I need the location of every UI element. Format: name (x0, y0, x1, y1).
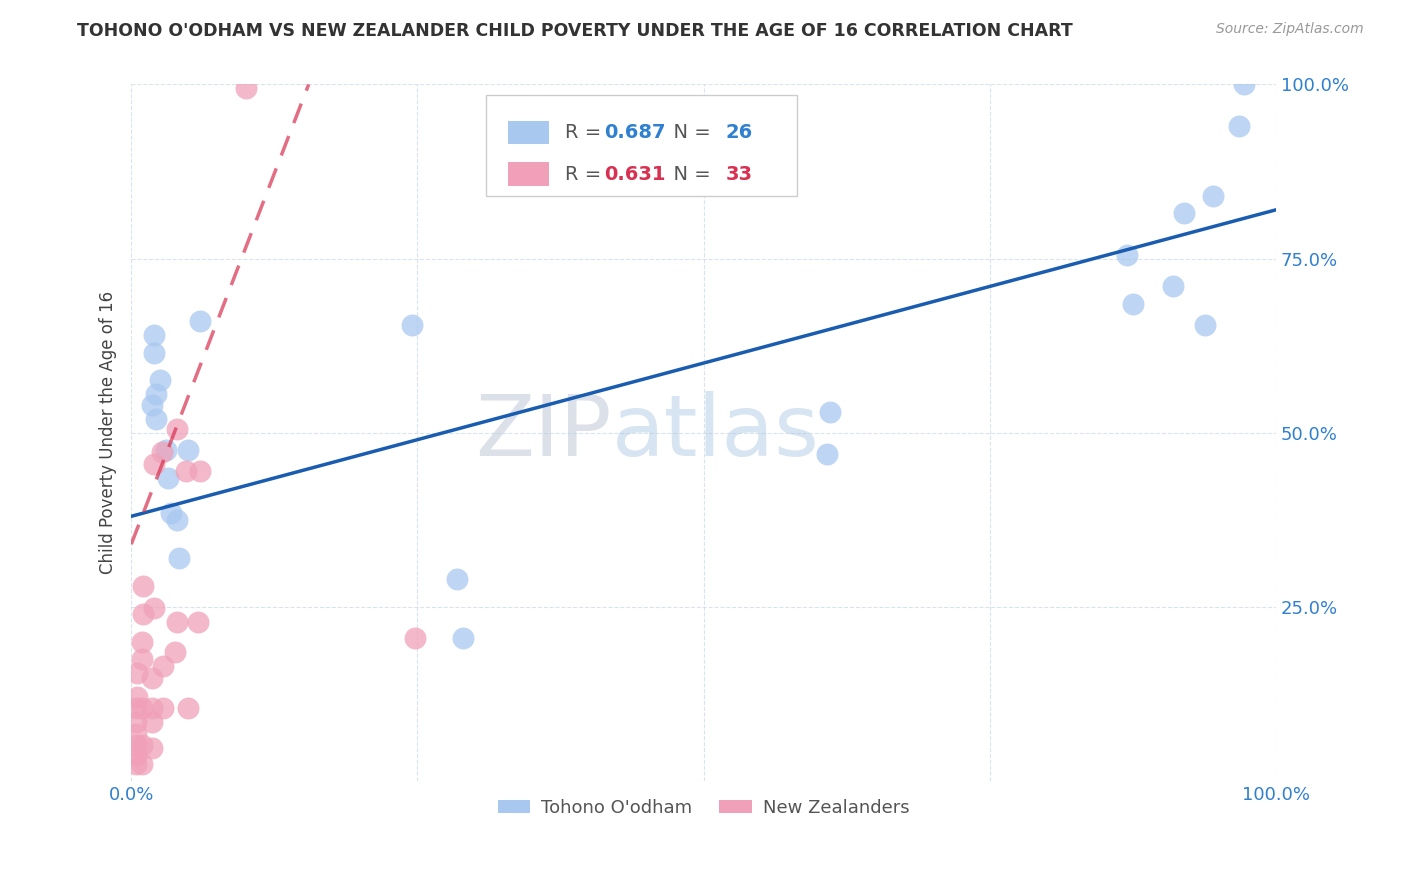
Point (1173, 206, 1195, 220)
Point (131, 701, 153, 715)
Point (141, 714, 163, 729)
Point (125, 690, 148, 705)
Point (166, 615, 188, 630)
Point (125, 714, 148, 729)
Point (1161, 279, 1184, 293)
Text: R =: R = (565, 123, 607, 142)
Point (149, 374, 172, 388)
Point (141, 701, 163, 715)
Text: R =: R = (565, 165, 607, 184)
Point (145, 411, 167, 425)
Point (451, 631, 474, 645)
Point (125, 701, 148, 715)
Point (141, 740, 163, 755)
Point (163, 645, 186, 659)
Text: N =: N = (661, 123, 717, 142)
Text: 33: 33 (725, 165, 752, 184)
Point (187, 615, 209, 630)
Point (188, 314, 211, 328)
Point (1116, 248, 1139, 262)
Legend: Tohono O'odham, New Zealanders: Tohono O'odham, New Zealanders (491, 792, 917, 824)
Point (818, 405, 841, 419)
Point (446, 572, 468, 586)
Point (125, 747, 148, 762)
Y-axis label: Child Poverty Under the Age of 16: Child Poverty Under the Age of 16 (100, 291, 117, 574)
Point (235, 81, 257, 95)
Point (1202, 189, 1225, 203)
FancyBboxPatch shape (508, 162, 550, 186)
Text: 0.687: 0.687 (605, 123, 665, 142)
Text: 0.631: 0.631 (605, 165, 665, 184)
Point (131, 756, 153, 771)
Point (125, 738, 148, 752)
Point (125, 666, 148, 681)
Point (141, 398, 163, 412)
Point (166, 513, 188, 527)
Point (401, 318, 423, 332)
Text: atlas: atlas (612, 392, 820, 475)
Text: ZIP: ZIP (475, 392, 612, 475)
Point (152, 701, 174, 715)
Point (188, 464, 211, 478)
Point (125, 756, 148, 771)
Point (125, 726, 148, 740)
Point (131, 652, 153, 666)
Point (141, 671, 163, 685)
Point (156, 471, 179, 485)
Text: 26: 26 (725, 123, 752, 142)
Point (1227, 120, 1250, 134)
Point (1233, 78, 1256, 92)
Point (131, 607, 153, 621)
Point (160, 506, 183, 520)
Point (177, 701, 200, 715)
Text: N =: N = (661, 165, 717, 184)
Point (143, 601, 166, 615)
Point (155, 443, 177, 458)
Point (169, 551, 191, 566)
Text: TOHONO O'ODHAM VS NEW ZEALANDER CHILD POVERTY UNDER THE AGE OF 16 CORRELATION CH: TOHONO O'ODHAM VS NEW ZEALANDER CHILD PO… (77, 22, 1073, 40)
Point (143, 457, 166, 471)
Point (131, 634, 153, 648)
Point (1122, 297, 1144, 311)
FancyBboxPatch shape (486, 95, 797, 196)
Point (1194, 318, 1216, 332)
Point (152, 659, 174, 673)
Point (143, 345, 166, 359)
Text: Source: ZipAtlas.com: Source: ZipAtlas.com (1216, 22, 1364, 37)
Point (166, 422, 188, 436)
FancyBboxPatch shape (508, 120, 550, 145)
Point (174, 464, 197, 478)
Point (150, 445, 173, 459)
Point (131, 738, 153, 752)
Point (145, 387, 167, 401)
Point (143, 328, 166, 343)
Point (131, 579, 153, 593)
Point (404, 631, 426, 645)
Point (177, 443, 200, 458)
Point (815, 447, 838, 461)
